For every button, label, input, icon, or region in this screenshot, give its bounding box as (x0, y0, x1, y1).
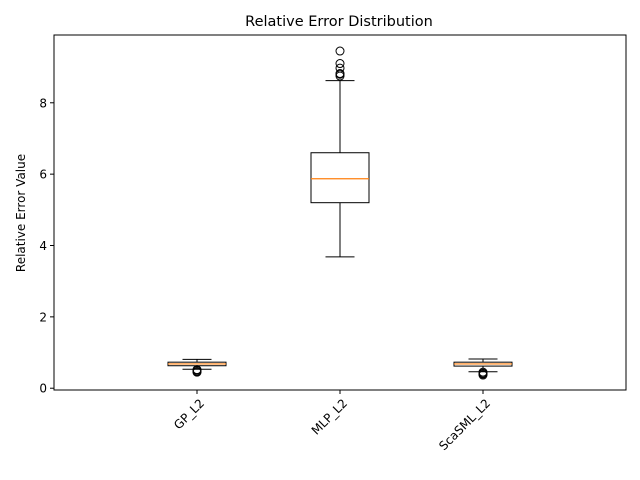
outlier-point (336, 64, 344, 72)
y-tick-label: 4 (39, 239, 47, 253)
x-tick-label: MLP_L2 (309, 396, 350, 437)
x-axis: GP_L2 MLP_L2 ScaSML_L2 (171, 390, 493, 453)
iqr-box (311, 153, 369, 203)
outlier-point (336, 47, 344, 55)
boxes-layer (168, 47, 512, 379)
box-MLP_L2 (311, 47, 369, 257)
chart-title: Relative Error Distribution (245, 14, 433, 30)
x-tick-label: GP_L2 (171, 396, 207, 432)
outlier-point (336, 60, 344, 68)
box-GP_L2 (168, 359, 226, 376)
y-tick-label: 0 (39, 382, 47, 396)
y-tick-label: 6 (39, 168, 47, 182)
box-ScaSML_L2 (454, 359, 512, 379)
x-tick-label: ScaSML_L2 (436, 396, 493, 453)
y-axis-label: Relative Error Value (14, 154, 28, 272)
y-axis: 0 2 4 6 8 (39, 96, 54, 395)
y-tick-label: 2 (39, 310, 47, 324)
y-tick-label: 8 (39, 96, 47, 110)
